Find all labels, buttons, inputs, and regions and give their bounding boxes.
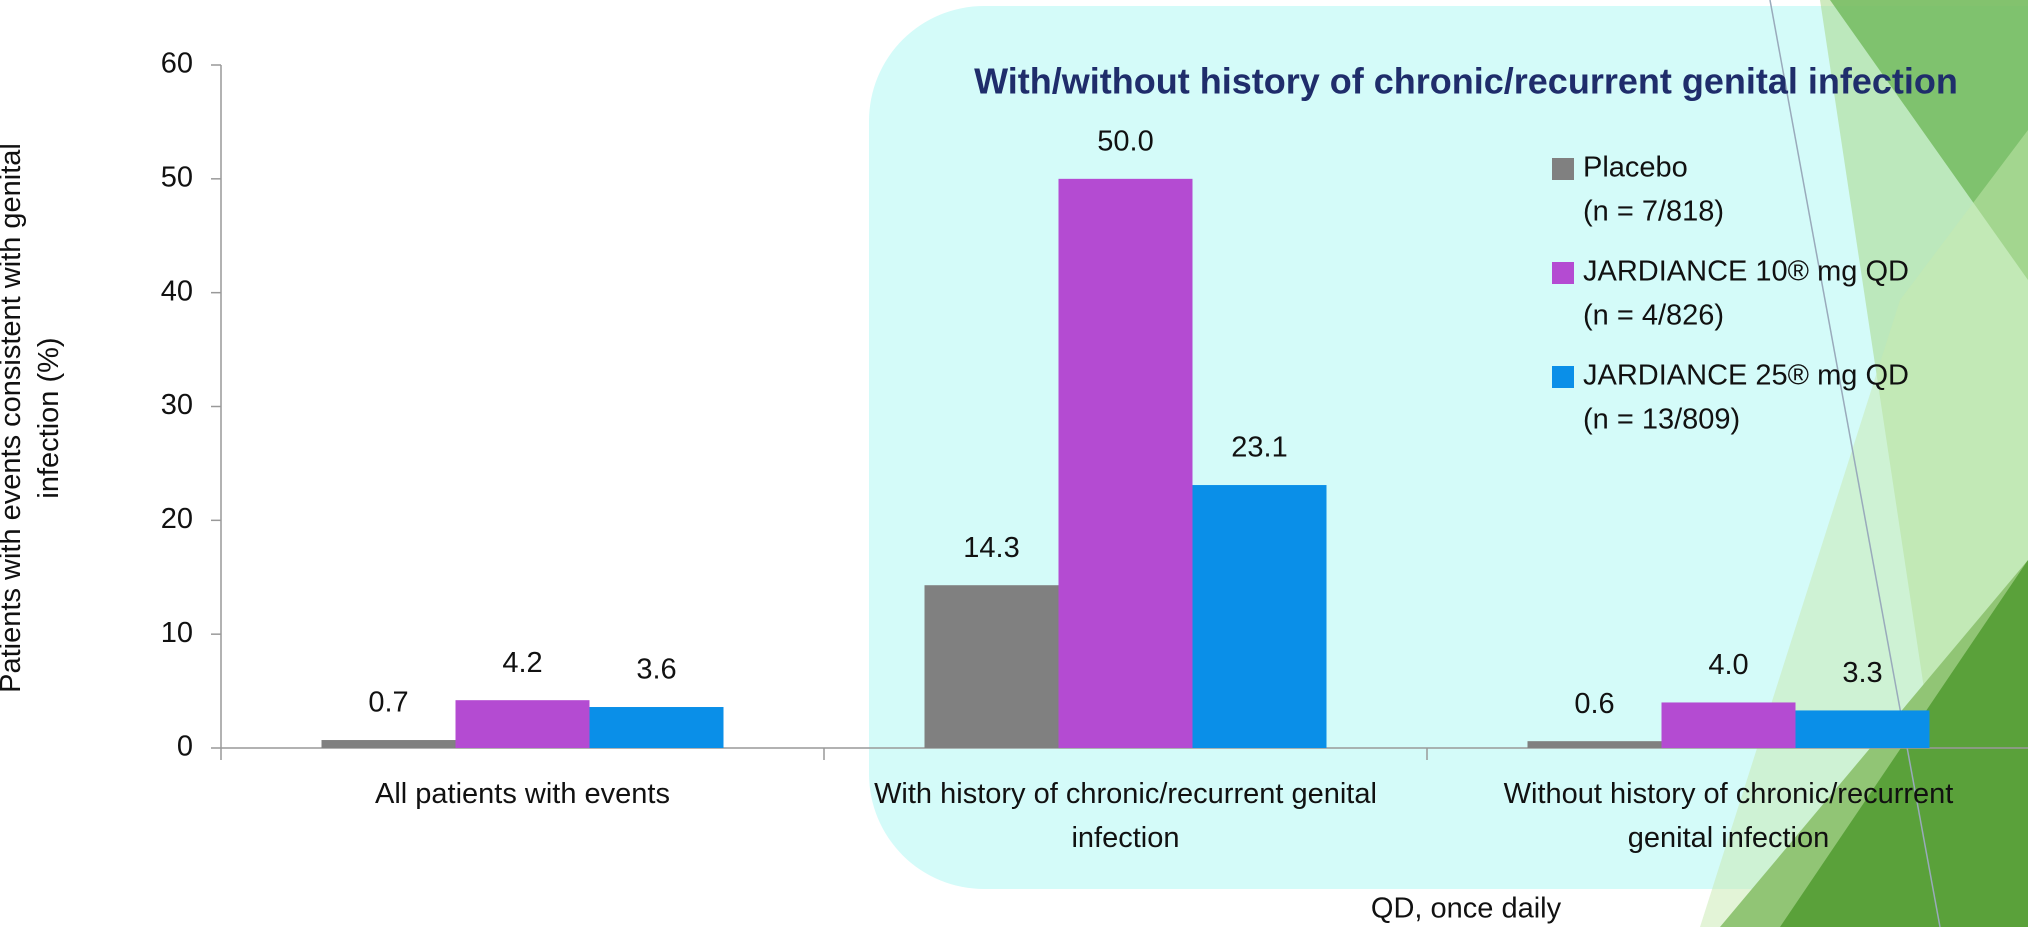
decoration (1769, 0, 1941, 927)
bar (1795, 710, 1930, 748)
x-tick-label: With history of chronic/recurrent genita… (874, 778, 1377, 854)
legend-note: (n = 13/809) (1583, 404, 1740, 436)
bar (455, 700, 590, 748)
bar (321, 740, 456, 748)
legend-label: JARDIANCE 25® mg QD (1583, 360, 1909, 392)
x-tick-label: Without history of chronic/recurrent gen… (1503, 778, 1954, 854)
bar (924, 585, 1059, 748)
bar (1192, 485, 1327, 748)
value-label: 14.3 (963, 532, 1019, 564)
value-label: 23.1 (1231, 432, 1287, 464)
value-label: 50.0 (1097, 125, 1153, 157)
legend-label: Placebo (1583, 152, 1688, 184)
value-label: 0.7 (368, 687, 408, 719)
y-axis-label: Patients with events consistent with gen… (0, 143, 65, 693)
y-tick-label: 30 (161, 389, 193, 421)
bar (1058, 178, 1193, 749)
bar (589, 707, 724, 748)
legend-swatch (1552, 262, 1574, 284)
value-label: 4.0 (1708, 649, 1748, 681)
value-label: 3.6 (636, 654, 676, 686)
legend-note: (n = 7/818) (1583, 196, 1724, 228)
legend-swatch (1552, 366, 1574, 388)
legend-note: (n = 4/826) (1583, 300, 1724, 332)
bar (1661, 702, 1796, 748)
y-tick-label: 10 (161, 617, 193, 649)
y-tick-label: 0 (177, 731, 193, 763)
footnote: QD, once daily (1371, 893, 1562, 925)
bar (1527, 741, 1662, 748)
legend-label: JARDIANCE 10® mg QD (1583, 256, 1909, 288)
y-tick-label: 20 (161, 503, 193, 535)
y-tick-label: 50 (161, 161, 193, 193)
y-tick-label: 40 (161, 275, 193, 307)
chart-title: With/without history of chronic/recurren… (974, 61, 1958, 102)
value-label: 3.3 (1842, 657, 1882, 689)
legend-swatch (1552, 158, 1574, 180)
x-tick-label: All patients with events (375, 778, 670, 810)
y-tick-label: 60 (161, 48, 193, 80)
value-label: 0.6 (1574, 688, 1614, 720)
value-label: 4.2 (502, 647, 542, 679)
